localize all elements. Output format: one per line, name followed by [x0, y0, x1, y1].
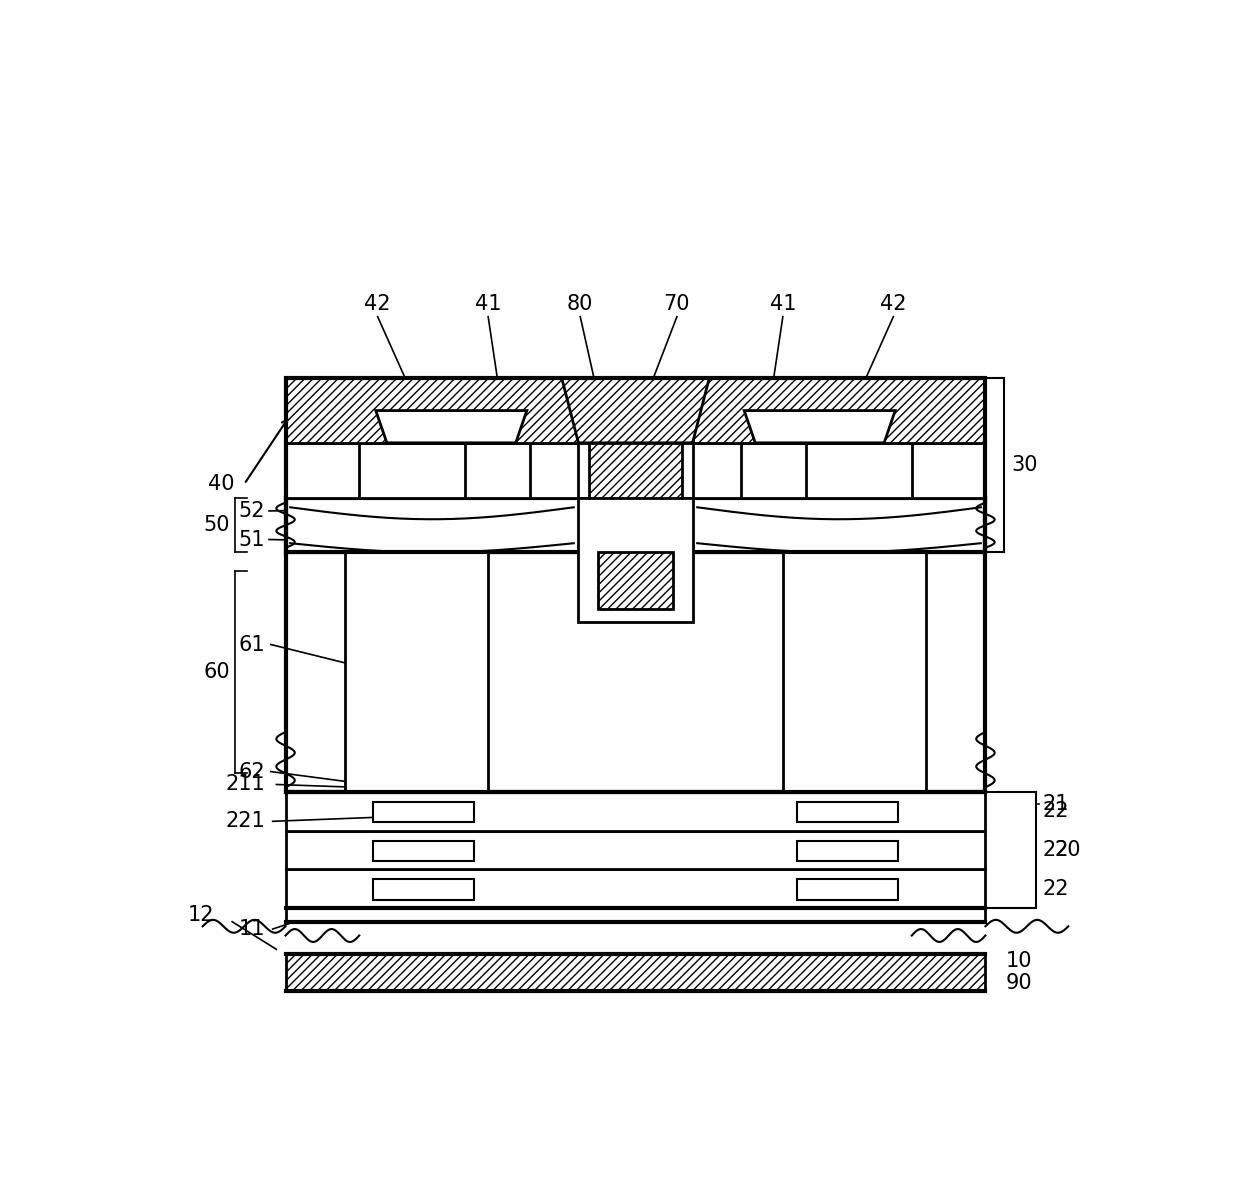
- Bar: [373, 841, 475, 861]
- Text: 211: 211: [226, 775, 265, 794]
- Polygon shape: [744, 410, 895, 443]
- Bar: [285, 378, 578, 443]
- Bar: [373, 803, 475, 822]
- Text: 11: 11: [239, 919, 265, 939]
- Text: 20: 20: [1054, 840, 1081, 860]
- Text: 61: 61: [238, 635, 265, 654]
- Text: 12: 12: [187, 905, 215, 926]
- Text: 22: 22: [1043, 840, 1069, 860]
- Text: 70: 70: [663, 294, 691, 313]
- Bar: [373, 879, 475, 899]
- Text: 40: 40: [208, 475, 234, 494]
- Bar: [589, 443, 682, 553]
- Text: 10: 10: [1006, 951, 1032, 971]
- Polygon shape: [562, 378, 709, 443]
- Text: 30: 30: [1012, 456, 1038, 475]
- Bar: [598, 553, 673, 609]
- Bar: [285, 869, 986, 908]
- Bar: [285, 830, 986, 869]
- Text: 221: 221: [226, 811, 265, 831]
- Bar: [285, 908, 986, 922]
- Polygon shape: [376, 410, 527, 443]
- Text: 21: 21: [1043, 794, 1069, 813]
- Bar: [285, 954, 986, 990]
- Text: 51: 51: [239, 530, 265, 549]
- Bar: [285, 498, 986, 553]
- Text: 50: 50: [203, 515, 231, 536]
- Bar: [285, 792, 986, 830]
- Bar: [285, 378, 986, 792]
- Bar: [782, 553, 925, 792]
- Bar: [578, 498, 693, 622]
- Bar: [796, 841, 898, 861]
- Text: 90: 90: [1006, 974, 1033, 994]
- Text: 52: 52: [239, 501, 265, 521]
- Bar: [285, 443, 986, 498]
- Bar: [796, 879, 898, 899]
- Text: 42: 42: [880, 294, 906, 313]
- Text: 62: 62: [238, 762, 265, 782]
- Text: 22: 22: [1043, 801, 1069, 822]
- Text: 22: 22: [1043, 879, 1069, 898]
- Bar: [285, 553, 986, 792]
- Bar: [346, 553, 489, 792]
- Text: 41: 41: [770, 294, 796, 313]
- Text: 60: 60: [203, 663, 231, 682]
- Text: 41: 41: [475, 294, 501, 313]
- Bar: [796, 803, 898, 822]
- Text: 80: 80: [567, 294, 594, 313]
- Bar: [693, 378, 986, 443]
- Text: 42: 42: [365, 294, 391, 313]
